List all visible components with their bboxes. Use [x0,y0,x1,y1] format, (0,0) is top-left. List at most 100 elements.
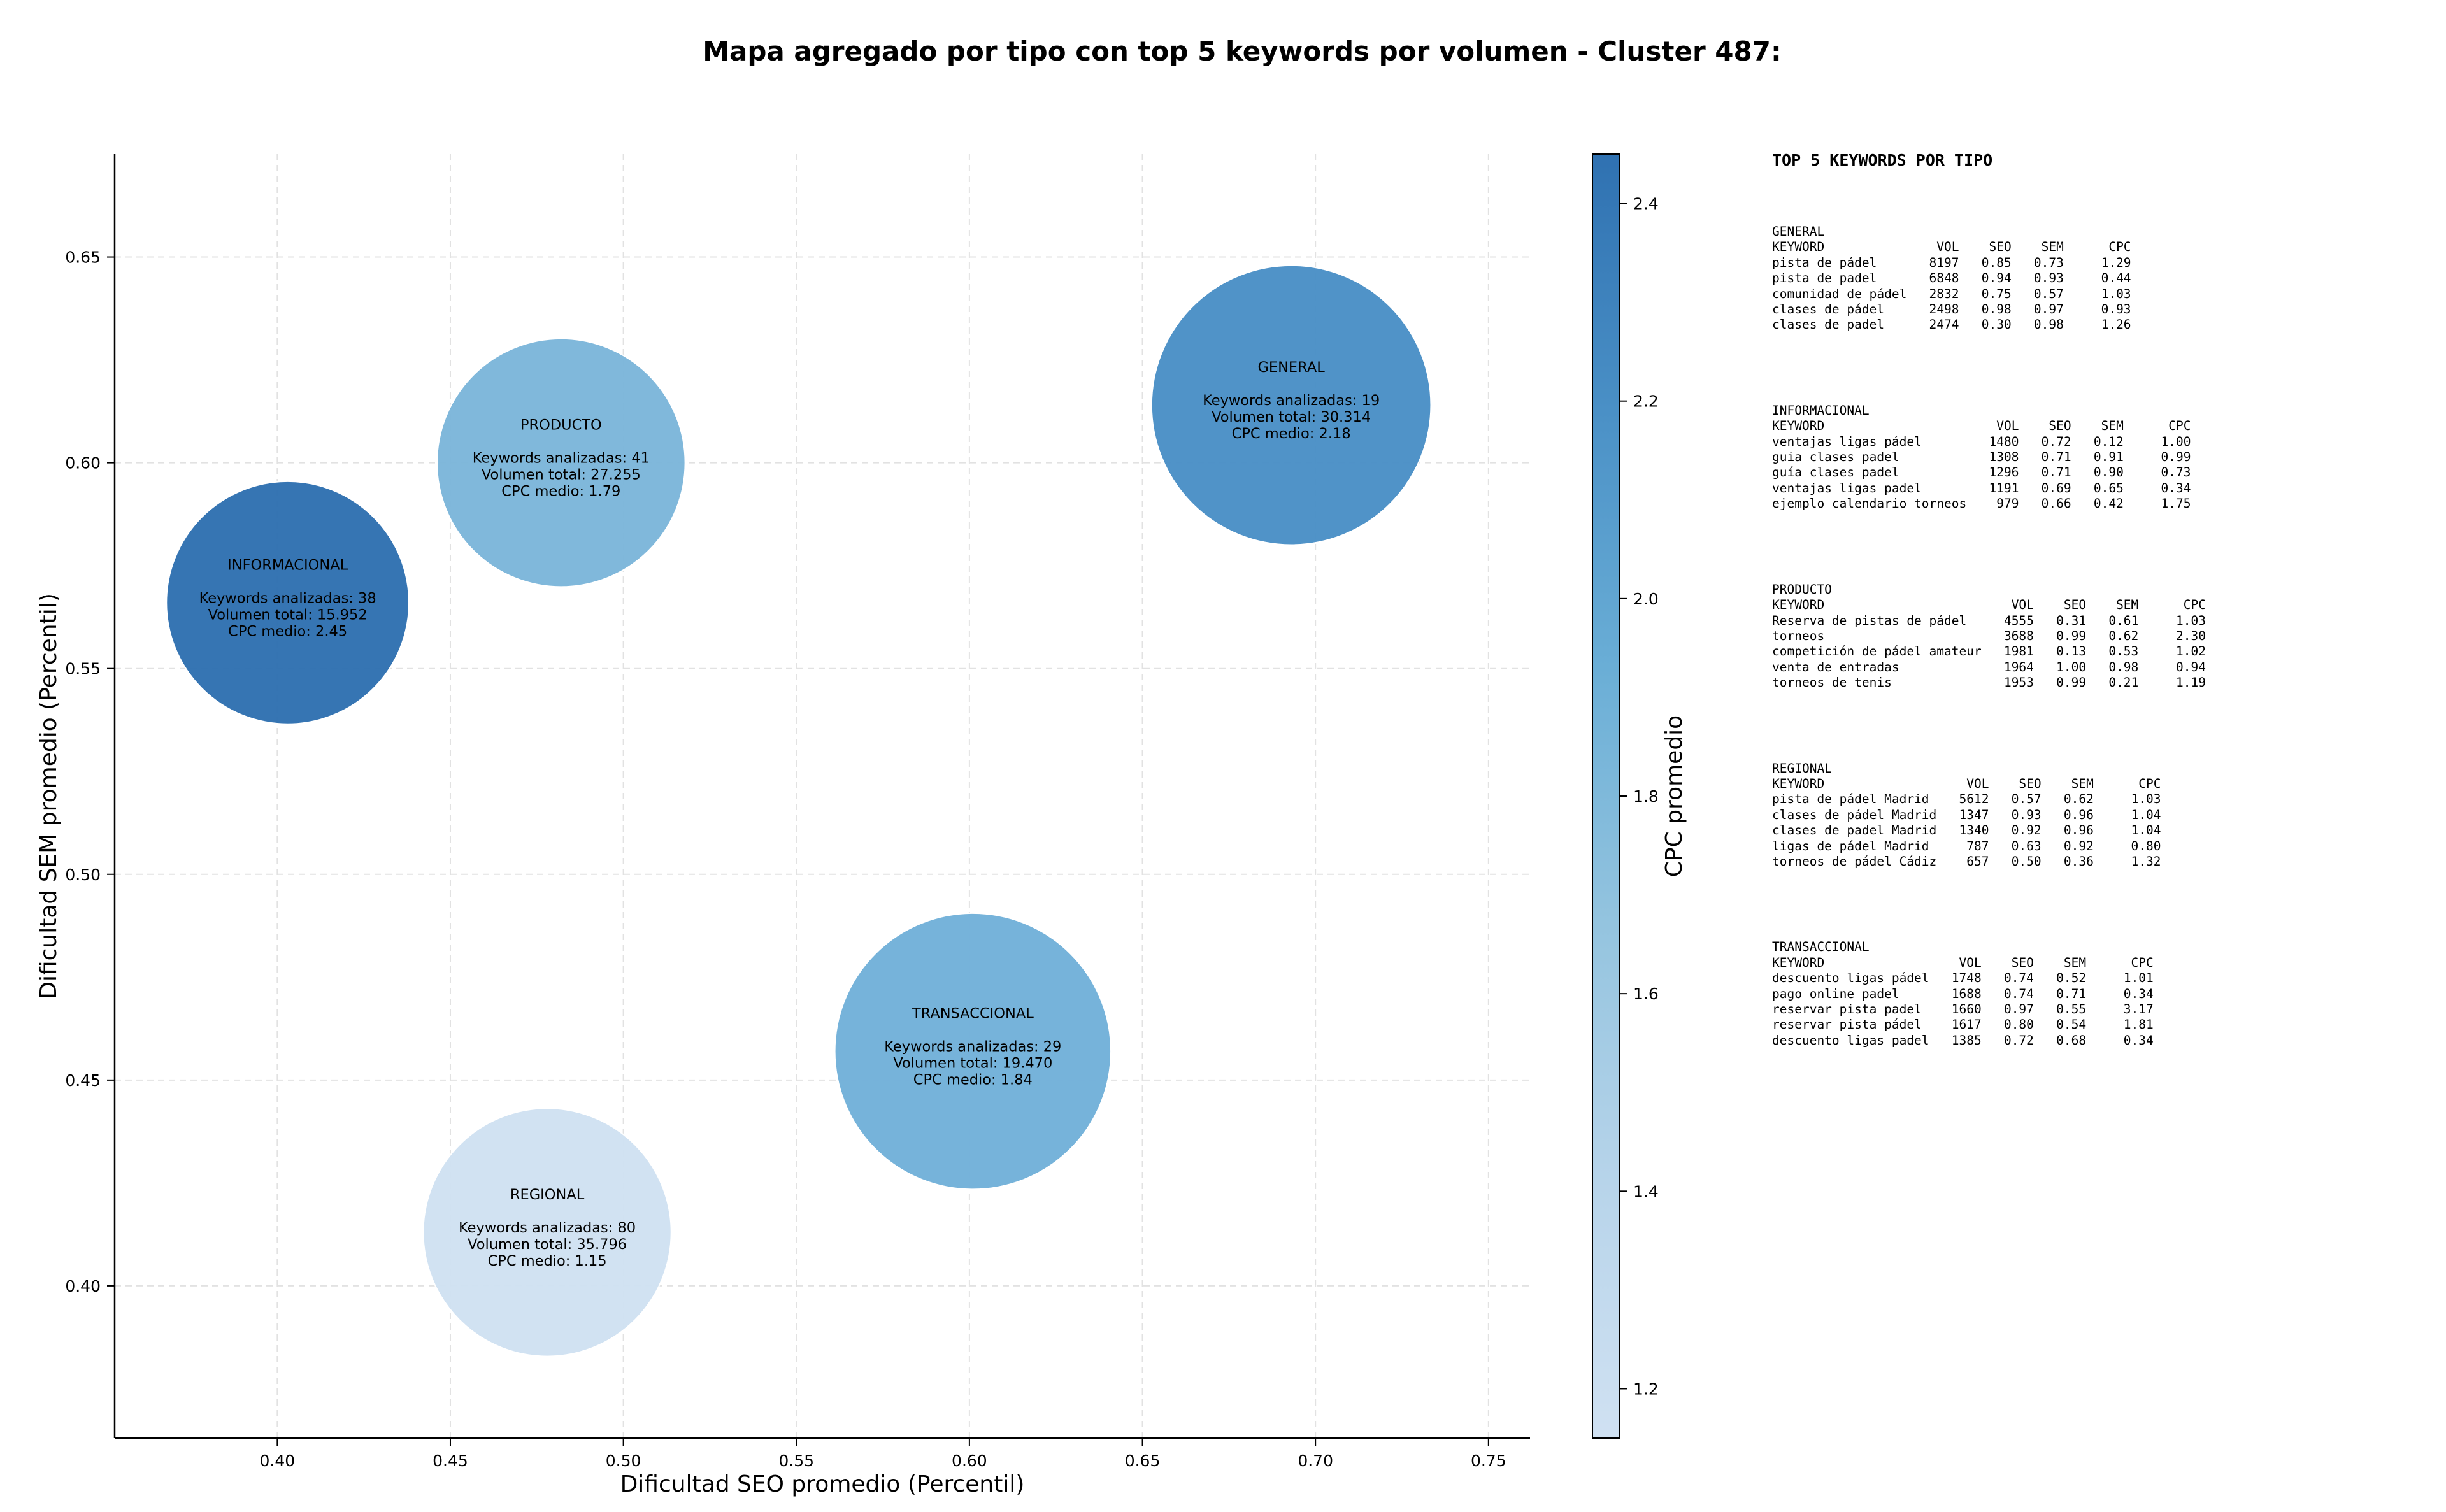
value-cell: 0.93 [2011,271,2064,286]
bubble-label: GENERAL [1257,359,1325,376]
value-cell: 1.81 [2086,1017,2154,1032]
value-cell: 1688 [1951,986,1982,1001]
y-tick-label: 0.45 [65,1071,101,1090]
value-cell: 0.44 [2063,271,2131,286]
bubble-cpc-text: CPC medio: 1.15 [488,1253,607,1269]
value-cell: 0.50 [1989,853,2042,869]
value-cell: 0.97 [2011,302,2064,317]
value-cell: 657 [1959,853,1989,869]
value-cell: 0.74 [1981,971,2034,986]
value-cell: 0.72 [1981,1032,2034,1048]
bubble-volume-text: Volumen total: 35.796 [468,1236,627,1253]
bubble-keywords-text: Keywords analizadas: 38 [199,590,376,606]
keyword-table-group-name: TRANSACCIONAL [1772,939,1870,955]
keyword-cell: KEYWORD [1772,597,2004,613]
bubble-circle [166,480,410,725]
value-cell: SEM [2033,955,2087,970]
value-cell: 0.99 [2123,450,2191,465]
bubble-label: PRODUCTO [520,417,602,434]
value-cell: 787 [1959,838,1989,853]
grid [115,154,1530,1438]
value-cell: 1480 [1989,434,2019,449]
keyword-table-row: guía clases padel 1296 0.71 0.90 0.73 [1772,465,2206,480]
colorbar-tick-label: 2.4 [1633,195,1659,213]
colorbar-tick-label: 1.8 [1633,787,1659,806]
value-cell: 2474 [1929,317,1959,332]
value-cell: 3688 [2003,628,2034,643]
bubble-keywords-text: Keywords analizadas: 29 [884,1039,1061,1055]
keyword-cell: guia clases padel [1772,450,1989,465]
bubble-keywords-text: Keywords analizadas: 80 [459,1220,636,1236]
keyword-cell: reservar pista pádel [1772,1017,1952,1032]
value-cell: 1617 [1951,1017,1982,1032]
keyword-cell: clases de padel [1772,317,1929,332]
value-cell: 1340 [1959,823,1989,838]
value-cell: 0.85 [1959,255,2012,270]
value-cell: 1.00 [2033,659,2087,674]
value-cell: CPC [2093,776,2161,791]
value-cell: 1.04 [2093,823,2161,838]
value-cell: 1.26 [2063,317,2131,332]
value-cell: 0.96 [2041,823,2094,838]
keyword-table-header: KEYWORD VOL SEO SEM CPC [1772,597,2206,613]
y-axis-label: Dificultad SEM promedio (Percentil) [36,593,62,999]
value-cell: 0.99 [2033,675,2087,690]
bubble-volume-text: Volumen total: 27.255 [482,467,641,483]
value-cell: 0.42 [2071,496,2124,511]
keyword-cell: reservar pista padel [1772,1002,1952,1016]
x-tick-label: 0.40 [260,1451,296,1470]
value-cell: 0.68 [2033,1032,2087,1048]
keyword-table-header: KEYWORD VOL SEO SEM CPC [1772,955,2206,971]
value-cell: 4555 [2003,613,2034,628]
keyword-table-row: clases de padel Madrid 1340 0.92 0.96 1.… [1772,823,2206,838]
value-cell: SEO [1989,776,2042,791]
keyword-table-informacional: INFORMACIONAL KEYWORD VOL SEO SEM CPC vent… [1772,403,2206,512]
keyword-cell: pista de pádel [1772,255,1929,270]
value-cell: 0.21 [2086,675,2139,690]
value-cell: 0.12 [2071,434,2124,449]
chart-title: Mapa agregado por tipo con top 5 keyword… [703,36,1782,67]
value-cell: CPC [2063,239,2131,255]
keyword-table-row: guia clases padel 1308 0.71 0.91 0.99 [1772,450,2206,465]
keyword-cell: descuento ligas pádel [1772,971,1952,986]
value-cell: 1308 [1989,450,2019,465]
keyword-cell: KEYWORD [1772,955,1952,970]
keyword-table-row: reservar pista pádel 1617 0.80 0.54 1.81 [1772,1017,2206,1032]
value-cell: SEO [1959,239,2012,255]
value-cell: 3.17 [2086,1002,2154,1016]
keyword-cell: clases de pádel Madrid [1772,807,1959,822]
value-cell: SEM [2011,239,2064,255]
keyword-cell: torneos de pádel Cádiz [1772,853,1959,869]
colorbar-tick-label: 2.0 [1633,590,1659,608]
keyword-table-row: ejemplo calendario torneos 979 0.66 0.42… [1772,496,2206,511]
keyword-table-row: ventajas ligas padel 1191 0.69 0.65 0.34 [1772,481,2206,496]
value-cell: 0.30 [1959,317,2012,332]
value-cell: VOL [2003,597,2034,613]
value-cell: 1964 [2003,659,2034,674]
value-cell: 1385 [1951,1032,1982,1048]
bubble-label: INFORMACIONAL [227,557,348,573]
keyword-cell: KEYWORD [1772,418,1989,434]
keyword-table-group-name: GENERAL [1772,224,1825,239]
bubble-label: REGIONAL [510,1187,585,1203]
value-cell: 0.71 [2019,465,2071,480]
keyword-table-row: pista de padel 6848 0.94 0.93 0.44 [1772,271,2206,286]
bubble-volume-text: Volumen total: 30.314 [1212,409,1371,425]
keyword-cell: pago online padel [1772,986,1952,1001]
keyword-cell: clases de pádel [1772,302,1929,317]
keyword-cell: torneos de tenis [1772,675,2004,690]
value-cell: 1.29 [2063,255,2131,270]
value-cell: 1.01 [2086,971,2154,986]
keyword-table-group-name: INFORMACIONAL [1772,403,1870,418]
value-cell: 1.03 [2063,286,2131,301]
value-cell: 0.92 [2041,838,2094,853]
value-cell: 0.71 [2019,450,2071,465]
value-cell: 1748 [1951,971,1982,986]
colorbar-tick-label: 1.2 [1633,1380,1659,1398]
value-cell: 0.99 [2033,628,2087,643]
keyword-table-row: ventajas ligas pádel 1480 0.72 0.12 1.00 [1772,434,2206,450]
value-cell: 0.66 [2019,496,2071,511]
value-cell: 0.80 [1981,1017,2034,1032]
value-cell: 1191 [1989,480,2019,496]
